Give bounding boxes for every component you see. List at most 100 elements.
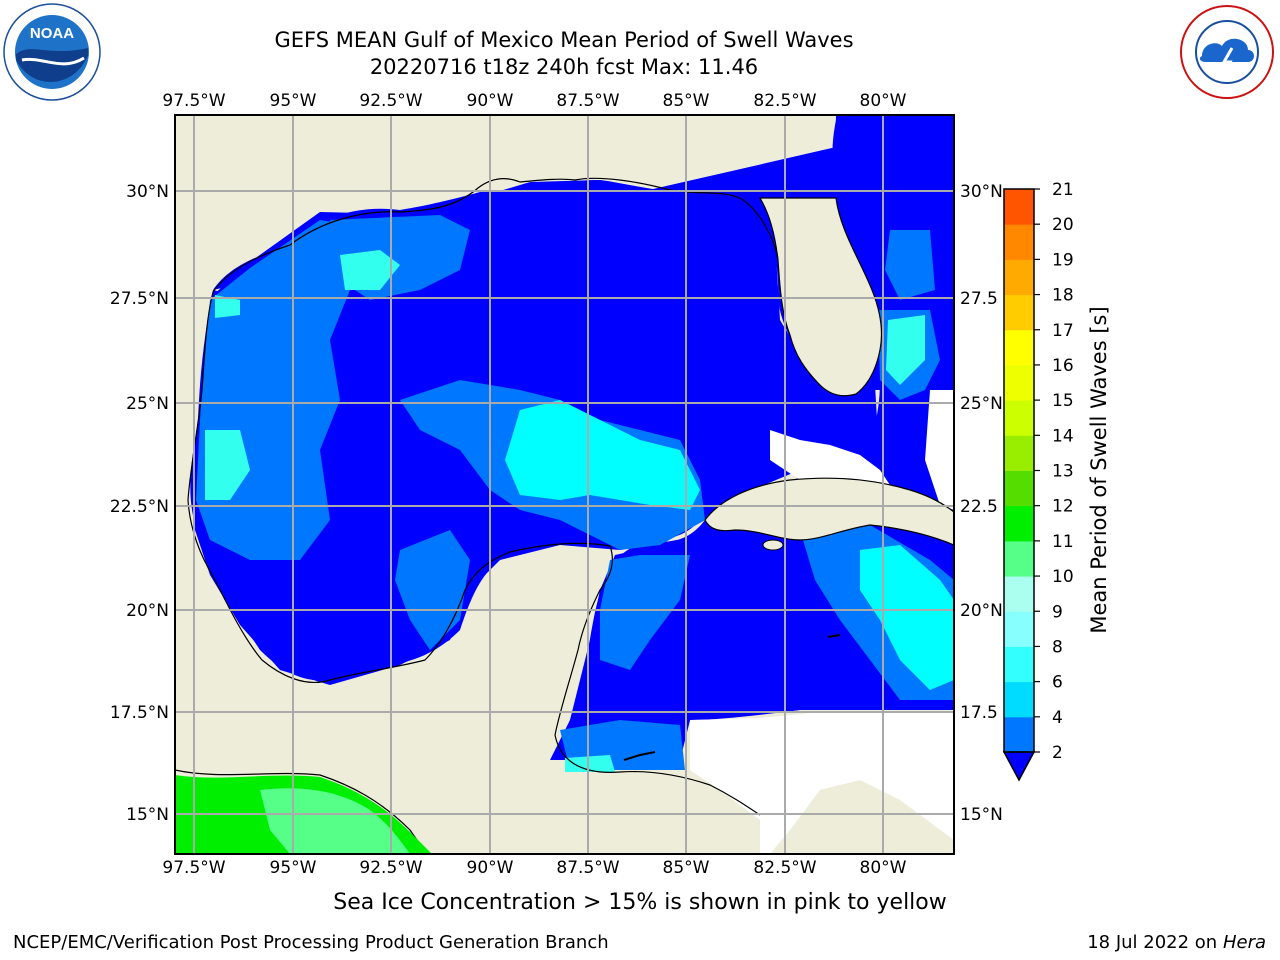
colorbar-tick-label: 16 <box>1052 356 1074 376</box>
latitude-labels-right: 30°N 27.5 25°N 22.5 20°N 17.5 15°N <box>960 182 1003 825</box>
colorbar-segment <box>1004 611 1034 647</box>
colorbar-tick-label: 20 <box>1052 215 1074 235</box>
colorbar-tick-label: 17 <box>1052 321 1074 341</box>
colorbar-segment <box>1004 189 1034 225</box>
colorbar-extend-arrow <box>1002 751 1036 782</box>
colorbar-tick-label: 13 <box>1052 462 1074 482</box>
lon-label: 80°W <box>860 91 907 111</box>
credit-line: NCEP/EMC/Verification Post Processing Pr… <box>13 932 609 953</box>
lon-label: 80°W <box>860 858 907 878</box>
colorbar-segment <box>1004 435 1034 471</box>
cuba-land <box>704 477 954 546</box>
lat-label: 27.5 <box>960 289 998 309</box>
colorbar-segment <box>1004 259 1034 296</box>
lat-label: 17.5 <box>960 703 998 723</box>
date-text: 18 Jul 2022 on <box>1087 932 1223 953</box>
chart-subtitle: 20220716 t18z 240h fcst Max: 11.46 <box>369 55 759 79</box>
date-stamp: 18 Jul 2022 on Hera <box>1087 932 1266 953</box>
colorbar-tick-label: 10 <box>1052 567 1074 587</box>
swell-region-2-4s-atlantic <box>885 230 935 300</box>
swell-region-4-6s-honduras <box>565 755 615 772</box>
colorbar-tick-label: 14 <box>1052 426 1074 446</box>
lon-label: 82.5°W <box>753 91 816 111</box>
colorbar-tick-label: 2 <box>1052 743 1063 763</box>
north-gulf-coastline <box>212 177 779 293</box>
colorbar-segment <box>1004 294 1034 331</box>
no-data-region-caribbean <box>690 712 954 854</box>
lon-label: 92.5°W <box>359 858 422 878</box>
lon-label: 82.5°W <box>753 858 816 878</box>
swell-region-4-6s-north <box>340 250 400 290</box>
colorbar-segment <box>1004 505 1034 542</box>
colorbar-segment <box>1004 224 1034 260</box>
colorbar-segment <box>1004 576 1034 612</box>
bay-islands <box>623 751 656 761</box>
lon-label: 87.5°W <box>556 858 619 878</box>
colorbar-segment <box>1004 646 1034 683</box>
lat-label: 25°N <box>960 394 1003 414</box>
swell-region-4-6s-florida <box>886 315 925 385</box>
west-gulf-coastline <box>187 291 613 736</box>
lon-label: 95°W <box>270 91 317 111</box>
central-america-coastline <box>554 734 761 816</box>
longitude-labels-bottom: 97.5°W 95°W 92.5°W 90°W 87.5°W 85°W 82.5… <box>162 858 906 878</box>
national-weather-service-logo <box>1180 5 1274 99</box>
lat-label: 20°N <box>126 601 169 621</box>
lon-label: 95°W <box>270 858 317 878</box>
lat-label: 20°N <box>960 601 1003 621</box>
colorbar-segment <box>1004 400 1034 436</box>
lat-label: 15°N <box>126 805 169 825</box>
lat-label: 22.5 <box>960 497 998 517</box>
lat-label: 15°N <box>960 805 1003 825</box>
lat-label: 30°N <box>126 182 169 202</box>
swell-region-4-6s-central <box>505 400 700 510</box>
no-data-region-bahamas <box>925 390 954 510</box>
colorbar-tick-label: 18 <box>1052 286 1074 306</box>
lat-label: 27.5°N <box>110 289 169 309</box>
island-of-youth <box>762 539 784 551</box>
colorbar-tick-label: 8 <box>1052 637 1063 657</box>
lat-label: 17.5°N <box>110 703 169 723</box>
colorbar-segment <box>1004 364 1034 401</box>
host-name: Hera <box>1222 932 1266 953</box>
lon-label: 85°W <box>663 858 710 878</box>
colorbar-tick-label: 15 <box>1052 391 1074 411</box>
colorbar-tick-label: 9 <box>1052 602 1063 622</box>
lon-label: 97.5°W <box>162 91 225 111</box>
longitude-labels-top: 97.5°W 95°W 92.5°W 90°W 87.5°W 85°W 82.5… <box>162 91 906 111</box>
colorbar-tick-label: 21 <box>1052 180 1074 200</box>
lat-label: 22.5°N <box>110 497 169 517</box>
colorbar-segment <box>1004 470 1034 507</box>
lon-label: 92.5°W <box>359 91 422 111</box>
map-area <box>175 115 954 854</box>
lat-label: 30°N <box>960 182 1003 202</box>
lon-label: 90°W <box>467 91 514 111</box>
colorbar-tick-label: 12 <box>1052 497 1074 517</box>
sea-ice-note: Sea Ice Concentration > 15% is shown in … <box>333 890 947 915</box>
pacific-swell-9-10s <box>260 788 410 854</box>
cayman-islands <box>827 634 841 638</box>
colorbar-segment <box>1004 681 1034 718</box>
lon-label: 87.5°W <box>556 91 619 111</box>
map-frame <box>174 114 955 855</box>
colorbar-tick-label: 6 <box>1052 673 1063 693</box>
swell-region-2-4s-yucatan <box>395 530 470 650</box>
chart-title: GEFS MEAN Gulf of Mexico Mean Period of … <box>274 28 854 52</box>
colorbar-segment <box>1004 716 1034 753</box>
colorbar-tick-label: 19 <box>1052 250 1074 270</box>
latitude-labels-left: 30°N 27.5°N 25°N 22.5°N 20°N 17.5°N 15°N <box>110 182 169 825</box>
lon-label: 97.5°W <box>162 858 225 878</box>
swell-region-4-6s-west <box>205 430 250 500</box>
noaa-logo: NOAA <box>3 3 101 101</box>
swell-region-4-6s-west-small <box>215 295 240 318</box>
lon-label: 90°W <box>467 858 514 878</box>
map-grid <box>175 115 954 854</box>
swell-region-2-4s-yucatan-channel <box>600 555 690 670</box>
lon-label: 85°W <box>663 91 710 111</box>
colorbar-label: Mean Period of Swell Waves [s] <box>1087 306 1111 633</box>
colorbar-tick-label: 4 <box>1052 708 1063 728</box>
florida-land <box>758 197 883 397</box>
colorbar-segment <box>1004 329 1034 366</box>
colorbar-segment <box>1004 540 1034 577</box>
